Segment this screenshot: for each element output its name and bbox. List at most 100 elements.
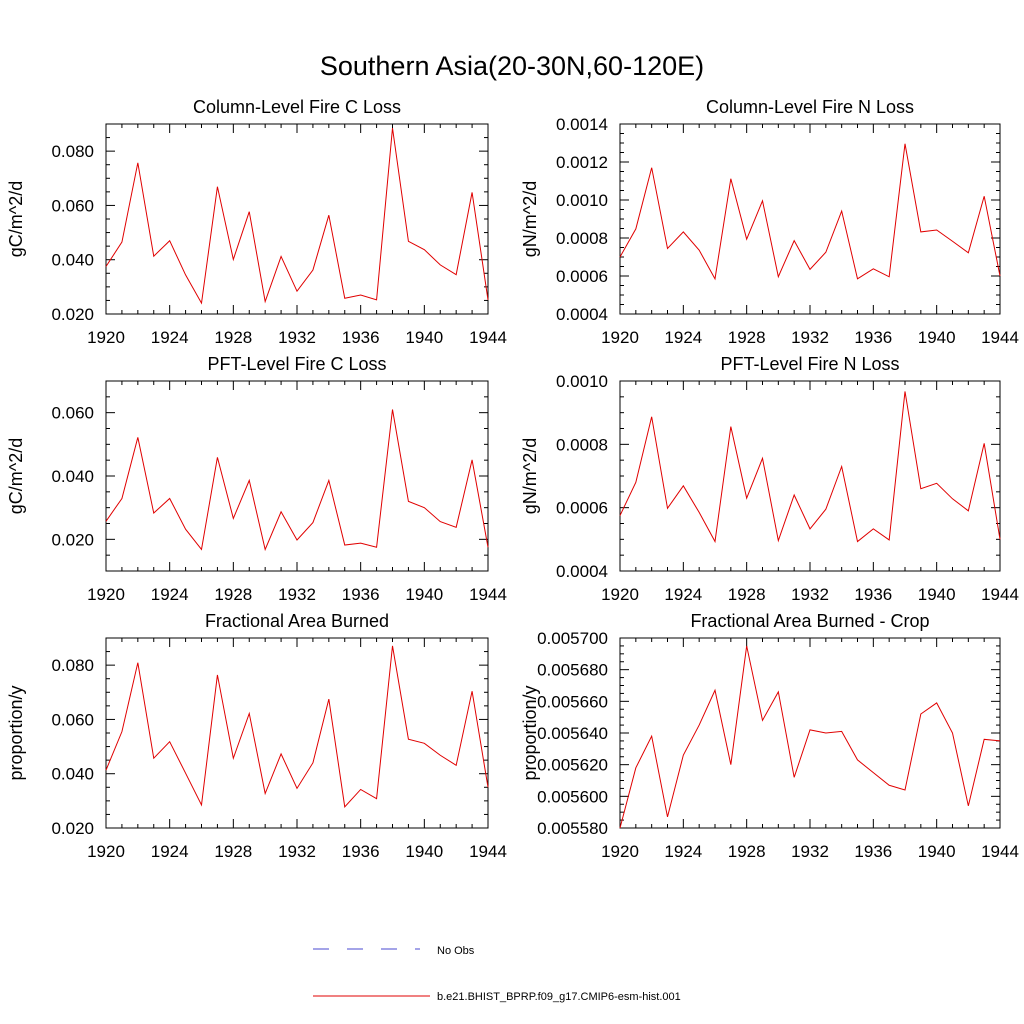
x-tick-label: 1928 bbox=[214, 585, 252, 604]
y-tick-label: 0.040 bbox=[51, 251, 94, 270]
y-tick-label: 0.0012 bbox=[556, 153, 608, 172]
x-tick-label: 1928 bbox=[214, 328, 252, 347]
x-tick-label: 1944 bbox=[469, 842, 507, 861]
x-tick-label: 1928 bbox=[728, 842, 766, 861]
y-axis-label: gC/m^2/d bbox=[6, 438, 26, 514]
x-tick-label: 1920 bbox=[601, 328, 639, 347]
y-tick-label: 0.020 bbox=[51, 530, 94, 549]
panel-3: PFT-Level Fire C Loss gC/m^2/d 1920 1924 192… bbox=[6, 354, 507, 604]
plot-frame bbox=[105, 123, 489, 315]
x-tick-label: 1920 bbox=[87, 585, 125, 604]
y-axis-label: gN/m^2/d bbox=[520, 438, 540, 514]
x-tick-label: 1928 bbox=[728, 328, 766, 347]
y-tick-label: 0.060 bbox=[51, 404, 94, 423]
y-axis-label: proportion/y bbox=[6, 685, 26, 780]
x-tick-label: 1936 bbox=[854, 842, 892, 861]
x-tick-label: 1940 bbox=[405, 842, 443, 861]
x-tick-label: 1920 bbox=[601, 585, 639, 604]
x-tick-label: 1940 bbox=[918, 842, 956, 861]
panel-6: Fractional Area Burned - Crop proportion/… bbox=[520, 611, 1019, 861]
y-tick-label: 0.060 bbox=[51, 196, 94, 215]
series-line bbox=[105, 409, 489, 552]
plot-frame bbox=[619, 380, 1001, 572]
panels-group: Column-Level Fire C Loss gC/m^2/d 1920 1924… bbox=[6, 97, 1019, 861]
panel-title: Column-Level Fire N Loss bbox=[706, 97, 914, 117]
y-tick-label: 0.0010 bbox=[556, 372, 608, 391]
series-line bbox=[619, 645, 1001, 829]
y-tick-label: 0.0008 bbox=[556, 229, 608, 248]
y-tick-label: 0.040 bbox=[51, 467, 94, 486]
y-tick-label: 0.0008 bbox=[556, 435, 608, 454]
x-tick-label: 1940 bbox=[918, 328, 956, 347]
panel-1: Column-Level Fire C Loss gC/m^2/d 1920 1924… bbox=[6, 97, 507, 347]
x-tick-label: 1944 bbox=[469, 328, 507, 347]
panel-2: Column-Level Fire N Loss gN/m^2/d 1920 1924… bbox=[520, 97, 1019, 347]
legend: No Obs b.e21.BHIST_BPRP.f09_g17.CMIP6-es… bbox=[313, 945, 681, 1003]
y-tick-label: 0.040 bbox=[51, 765, 94, 784]
y-tick-label: 0.060 bbox=[51, 710, 94, 729]
y-tick-label: 0.005680 bbox=[537, 661, 608, 680]
x-tick-label: 1936 bbox=[342, 328, 380, 347]
panel-title: PFT-Level Fire N Loss bbox=[720, 354, 899, 374]
panel-title: PFT-Level Fire C Loss bbox=[207, 354, 386, 374]
y-tick-label: 0.005600 bbox=[537, 787, 608, 806]
y-tick-label: 0.080 bbox=[51, 656, 94, 675]
x-tick-label: 1940 bbox=[918, 585, 956, 604]
y-tick-label: 0.0004 bbox=[556, 305, 608, 324]
x-tick-label: 1932 bbox=[278, 585, 316, 604]
x-tick-label: 1924 bbox=[151, 328, 189, 347]
x-tick-label: 1924 bbox=[664, 328, 702, 347]
series-line bbox=[105, 645, 489, 808]
figure-title: Southern Asia(20-30N,60-120E) bbox=[320, 51, 704, 81]
y-tick-label: 0.0010 bbox=[556, 191, 608, 210]
plot-frame bbox=[105, 380, 489, 572]
y-tick-label: 0.0006 bbox=[556, 267, 608, 286]
y-tick-label: 0.0014 bbox=[556, 115, 608, 134]
y-tick-label: 0.020 bbox=[51, 819, 94, 838]
x-tick-label: 1940 bbox=[405, 328, 443, 347]
y-tick-label: 0.005620 bbox=[537, 756, 608, 775]
x-tick-label: 1920 bbox=[87, 842, 125, 861]
x-tick-label: 1932 bbox=[791, 328, 829, 347]
x-tick-label: 1932 bbox=[791, 585, 829, 604]
y-tick-label: 0.020 bbox=[51, 305, 94, 324]
panel-title: Fractional Area Burned - Crop bbox=[690, 611, 929, 631]
panel-title: Fractional Area Burned bbox=[205, 611, 389, 631]
y-axis-label: proportion/y bbox=[520, 685, 540, 780]
y-tick-label: 0.0004 bbox=[556, 562, 608, 581]
y-tick-label: 0.005580 bbox=[537, 819, 608, 838]
panel-title: Column-Level Fire C Loss bbox=[193, 97, 401, 117]
panel-4: PFT-Level Fire N Loss gN/m^2/d 1920 1924 192… bbox=[520, 354, 1019, 604]
x-tick-label: 1924 bbox=[151, 585, 189, 604]
y-tick-label: 0.005660 bbox=[537, 692, 608, 711]
x-tick-label: 1928 bbox=[214, 842, 252, 861]
x-tick-label: 1936 bbox=[342, 842, 380, 861]
x-tick-label: 1936 bbox=[854, 328, 892, 347]
series-line bbox=[619, 391, 1001, 544]
x-tick-label: 1940 bbox=[405, 585, 443, 604]
series-line bbox=[105, 128, 489, 305]
x-tick-label: 1924 bbox=[664, 842, 702, 861]
legend-model-label: b.e21.BHIST_BPRP.f09_g17.CMIP6-esm-hist.… bbox=[437, 991, 681, 1003]
panel-5: Fractional Area Burned proportion/y 1920 19… bbox=[6, 611, 507, 861]
plot-frame bbox=[619, 637, 1001, 829]
x-tick-label: 1928 bbox=[728, 585, 766, 604]
x-tick-label: 1920 bbox=[87, 328, 125, 347]
legend-obs-label: No Obs bbox=[437, 945, 475, 957]
x-tick-label: 1924 bbox=[664, 585, 702, 604]
x-tick-label: 1944 bbox=[981, 842, 1019, 861]
y-tick-label: 0.005640 bbox=[537, 724, 608, 743]
x-tick-label: 1944 bbox=[469, 585, 507, 604]
x-tick-label: 1932 bbox=[278, 842, 316, 861]
y-axis-label: gC/m^2/d bbox=[6, 181, 26, 257]
series-line bbox=[619, 143, 1001, 281]
y-tick-label: 0.0006 bbox=[556, 499, 608, 518]
x-tick-label: 1944 bbox=[981, 585, 1019, 604]
y-axis-label: gN/m^2/d bbox=[520, 181, 540, 257]
plot-frame bbox=[619, 123, 1001, 315]
x-tick-label: 1920 bbox=[601, 842, 639, 861]
x-tick-label: 1924 bbox=[151, 842, 189, 861]
x-tick-label: 1944 bbox=[981, 328, 1019, 347]
x-tick-label: 1936 bbox=[854, 585, 892, 604]
